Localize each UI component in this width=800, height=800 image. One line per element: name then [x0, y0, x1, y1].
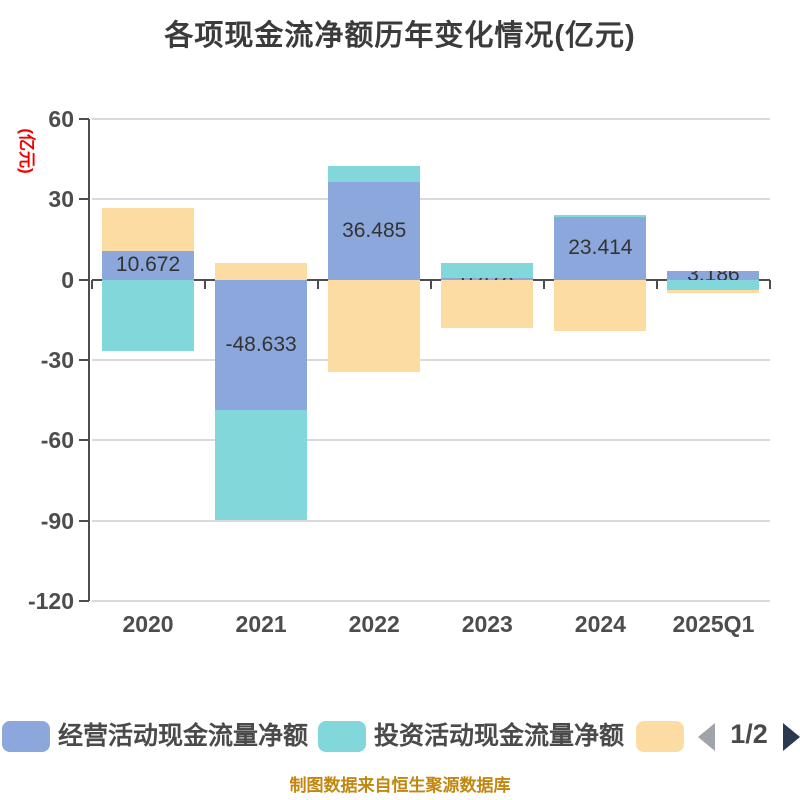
y-axis-tick-label: -60: [40, 427, 74, 454]
bar-segment-2020-series0[interactable]: 10.672: [102, 251, 195, 280]
bar-segment-2022-series1[interactable]: [328, 166, 421, 182]
x-axis-tick: [203, 279, 206, 289]
gridline: [91, 600, 770, 602]
y-axis-tick-label: 30: [48, 186, 74, 213]
bar-segment-2025Q1-series1[interactable]: [667, 279, 760, 291]
y-axis-line: [88, 119, 90, 601]
y-axis-tick: [79, 278, 89, 281]
bar-segment-2023-series0[interactable]: 0.478: [441, 278, 534, 280]
y-axis-tick: [79, 118, 89, 120]
legend-swatch-operating[interactable]: [2, 721, 50, 752]
bar-value-label: 0.478: [461, 278, 514, 279]
legend-next-page-icon[interactable]: [783, 723, 800, 751]
gridline: [91, 118, 770, 120]
legend-label-operating[interactable]: 经营活动现金流量净额: [58, 722, 309, 750]
y-axis-tick-label: -90: [40, 507, 74, 534]
legend-swatch-investing[interactable]: [318, 721, 366, 752]
y-axis-tick: [79, 600, 89, 602]
x-category-label-2021: 2021: [235, 611, 287, 637]
chart-title: 各项现金流净额历年变化情况(亿元): [164, 20, 636, 52]
x-category-label-2024: 2024: [574, 611, 626, 637]
bar-segment-2025Q1-series0[interactable]: 3.186: [667, 271, 760, 280]
legend-page-indicator: 1/2: [730, 719, 768, 749]
y-axis-tick: [79, 198, 89, 201]
x-axis-tick: [316, 279, 319, 289]
y-axis-tick: [79, 519, 89, 522]
data-source-caption: 制图数据来自恒生聚源数据库: [289, 776, 511, 795]
bar-segment-2023-series1[interactable]: [441, 263, 534, 279]
y-axis-tick-label: -30: [40, 347, 74, 373]
bar-segment-2025Q1-series2[interactable]: [667, 290, 760, 294]
x-axis-tick: [542, 279, 545, 289]
y-axis-tick: [79, 359, 89, 361]
bar-value-label: -48.633: [225, 332, 297, 356]
gridline: [91, 439, 770, 442]
x-axis-tick: [429, 279, 432, 289]
bar-segment-2024-series1[interactable]: [554, 215, 647, 217]
bar-value-label: 36.485: [342, 218, 407, 242]
gridline: [91, 519, 770, 522]
y-axis-tick: [79, 439, 89, 442]
legend-prev-page-icon[interactable]: [698, 723, 715, 751]
bar-value-label: 23.414: [568, 236, 633, 260]
bar-segment-2023-series2[interactable]: [441, 279, 534, 329]
bar-segment-2021-series0[interactable]: -48.633: [215, 279, 308, 410]
bar-segment-2024-series0[interactable]: 23.414: [554, 216, 647, 280]
legend-swatch-third[interactable]: [636, 721, 684, 752]
bar-segment-2021-series1[interactable]: [215, 409, 308, 520]
bar-segment-2020-series2[interactable]: [102, 208, 195, 252]
bar-segment-2021-series2[interactable]: [215, 263, 308, 280]
y-axis-tick-label: 0: [61, 266, 74, 293]
x-axis-tick: [655, 279, 658, 289]
x-category-label-2020: 2020: [122, 611, 174, 637]
x-axis-tick: [769, 279, 771, 289]
x-category-label-2025Q1: 2025Q1: [672, 611, 755, 637]
y-axis-tick-label: 60: [48, 106, 74, 132]
bar-segment-2020-series1[interactable]: [102, 279, 195, 352]
bar-value-label: 3.186: [687, 271, 740, 280]
y-axis-tick-label: -120: [27, 588, 74, 614]
gridline: [91, 359, 770, 361]
gridline: [91, 198, 770, 201]
bar-segment-2022-series2[interactable]: [328, 279, 421, 373]
bar-segment-2024-series2[interactable]: [554, 279, 647, 331]
x-category-label-2022: 2022: [348, 611, 400, 637]
bar-value-label: 10.672: [115, 253, 181, 277]
bar-segment-2022-series0[interactable]: 36.485: [328, 181, 421, 280]
x-axis-tick: [90, 279, 93, 289]
x-category-label-2023: 2023: [461, 611, 513, 637]
legend-label-investing[interactable]: 投资活动现金流量净额: [374, 722, 625, 750]
